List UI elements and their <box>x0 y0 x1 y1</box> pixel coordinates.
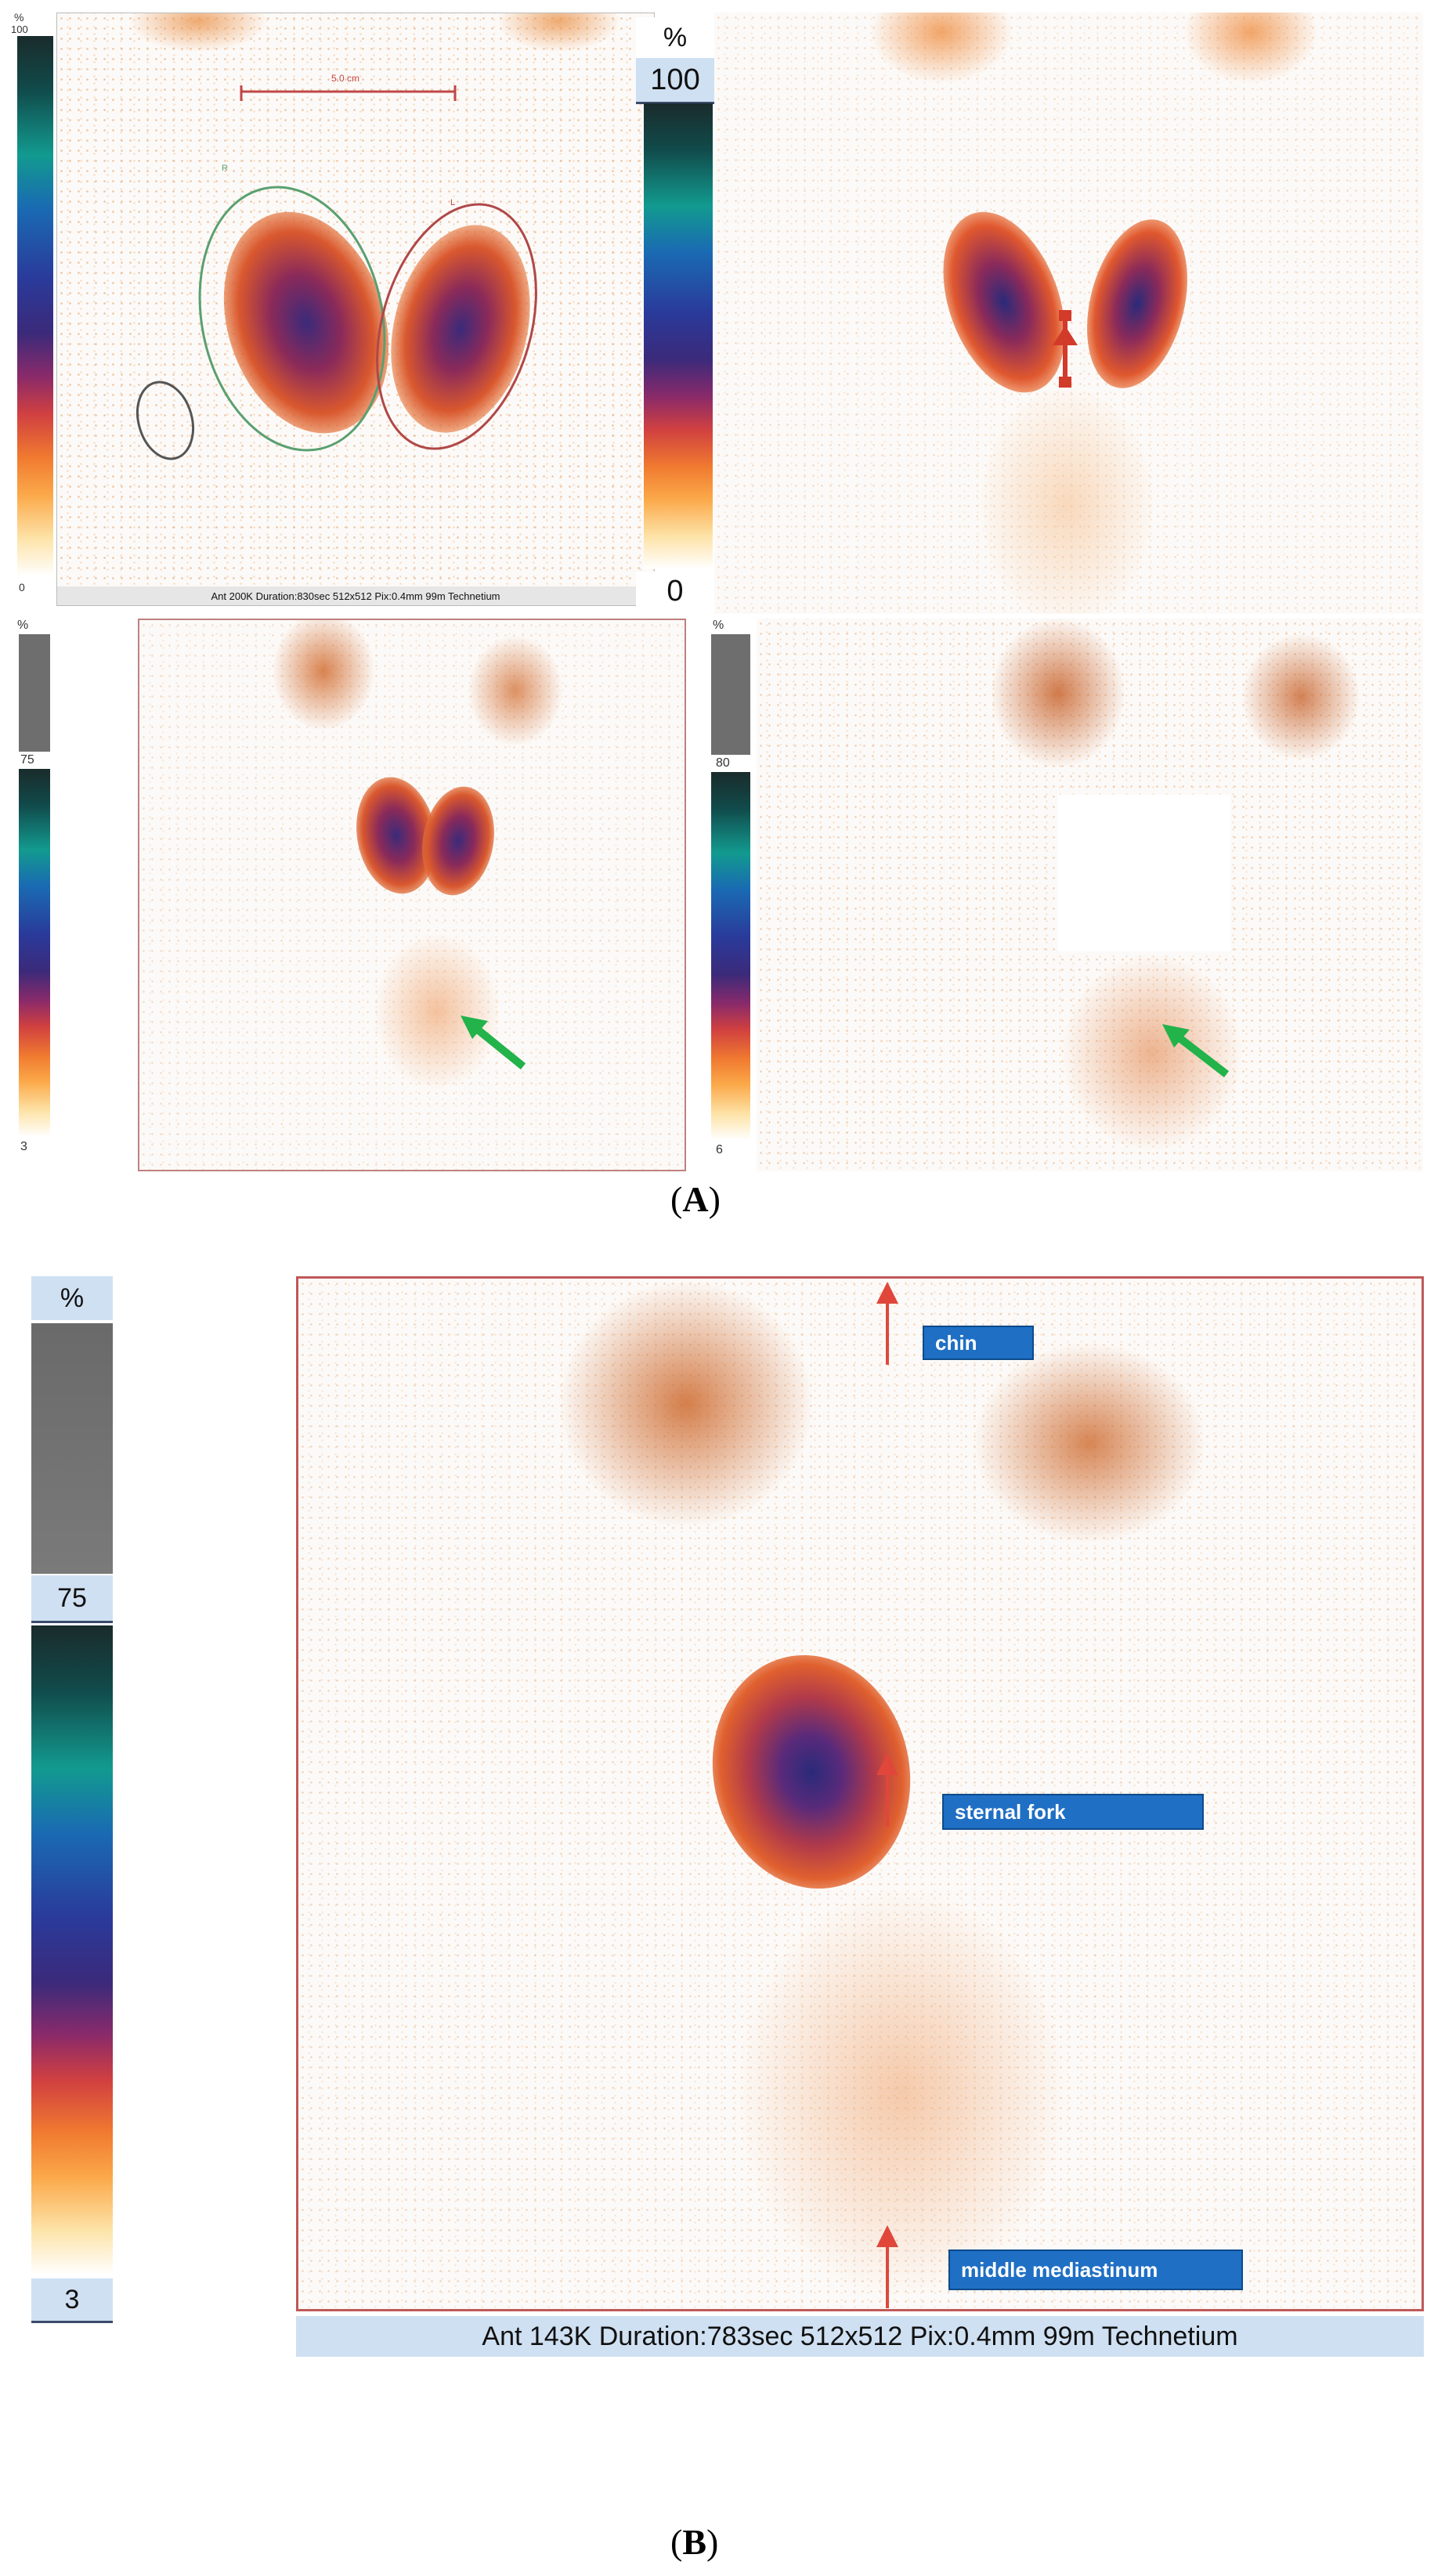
ectopic-uptake <box>1062 955 1242 1151</box>
scale-percent-label-a2: % <box>636 17 714 58</box>
salivary-glow-right <box>972 1341 1207 1545</box>
scale-bottom-value-b: 3 <box>31 2278 113 2323</box>
scale-percent-label-b: % <box>31 1276 113 1320</box>
scan-top-left: 5.0 cm R L Ant 200K Duration:830sec 512x… <box>56 13 655 606</box>
salivary-glow-left <box>557 1279 815 1529</box>
color-scale-a3 <box>19 769 50 1137</box>
roi-overlay <box>136 85 537 460</box>
scale-percent-label-a3: % <box>17 619 29 632</box>
color-scale-grey-b <box>31 1323 113 1574</box>
caption-a: (A) <box>670 1179 721 1219</box>
masked-thyroid-region <box>1058 795 1230 951</box>
label-middle-mediastinum: middle mediastinum <box>948 2249 1243 2290</box>
neck-glow <box>981 388 1153 614</box>
color-scale-a2 <box>644 103 713 569</box>
scan-bottom-left <box>138 619 686 1171</box>
scale-mid-value-a3: 75 <box>20 753 34 767</box>
scan-footer-b: Ant 143K Duration:783sec 512x512 Pix:0.4… <box>296 2316 1424 2357</box>
color-scale-grey-a4 <box>711 634 750 755</box>
label-chin: chin <box>923 1326 1034 1360</box>
lobe-label-r: R <box>222 164 228 173</box>
label-sternal-fork: sternal fork <box>942 1794 1204 1830</box>
caption-b-letter: B <box>682 2522 707 2562</box>
salivary-glow-left <box>992 619 1125 767</box>
ectopic-uptake <box>374 933 500 1090</box>
scale-top-value-a1: 100 <box>11 23 28 35</box>
mediastinal-uptake <box>737 1889 1066 2296</box>
scale-percent-label-a1: % <box>14 11 24 23</box>
arrow-middle-mediastinum <box>876 2225 898 2308</box>
roi-right-lobe <box>198 186 386 452</box>
salivary-glow-right <box>468 636 562 745</box>
arrow-sternal-fork <box>876 1753 898 1827</box>
scale-bottom-value-a2: 0 <box>636 572 714 611</box>
green-arrow-a4 <box>1162 1024 1230 1077</box>
color-scale-a1 <box>17 36 53 576</box>
scale-mid-value-a4: 80 <box>716 756 730 770</box>
roi-left-lobe <box>376 203 537 450</box>
scale-bottom-value-a1: 0 <box>19 581 25 593</box>
scale-bottom-value-a3: 3 <box>20 1140 27 1153</box>
scale-mid-value-b: 75 <box>31 1575 113 1623</box>
scale-percent-label-a4: % <box>713 619 724 632</box>
scale-top-value-a2: 100 <box>636 58 714 104</box>
ruler-label: 5.0 cm <box>331 73 360 84</box>
roi-background <box>136 381 194 460</box>
scan-footer-a1: Ant 200K Duration:830sec 512x512 Pix:0.4… <box>57 586 654 605</box>
caption-b: (B) <box>670 2522 719 2562</box>
isthmus-marker <box>1053 310 1078 388</box>
color-scale-grey-a3 <box>19 634 50 752</box>
lobe-label-l: L <box>450 198 456 207</box>
color-scale-b <box>31 1625 113 2275</box>
red-arrows-b <box>876 1282 898 2308</box>
arrow-chin <box>876 1282 898 1365</box>
salivary-glow-right <box>1242 634 1360 759</box>
salivary-glow-left <box>273 620 374 730</box>
scan-bottom-right <box>757 619 1423 1171</box>
green-arrow-a3 <box>461 1016 526 1070</box>
color-scale-a4 <box>711 772 750 1140</box>
scale-bottom-value-a4: 6 <box>716 1143 723 1156</box>
scan-top-right <box>714 13 1423 614</box>
scan-panel-b: chin sternal fork middle mediastinum <box>296 1276 1424 2311</box>
caption-a-letter: A <box>682 1179 709 1219</box>
